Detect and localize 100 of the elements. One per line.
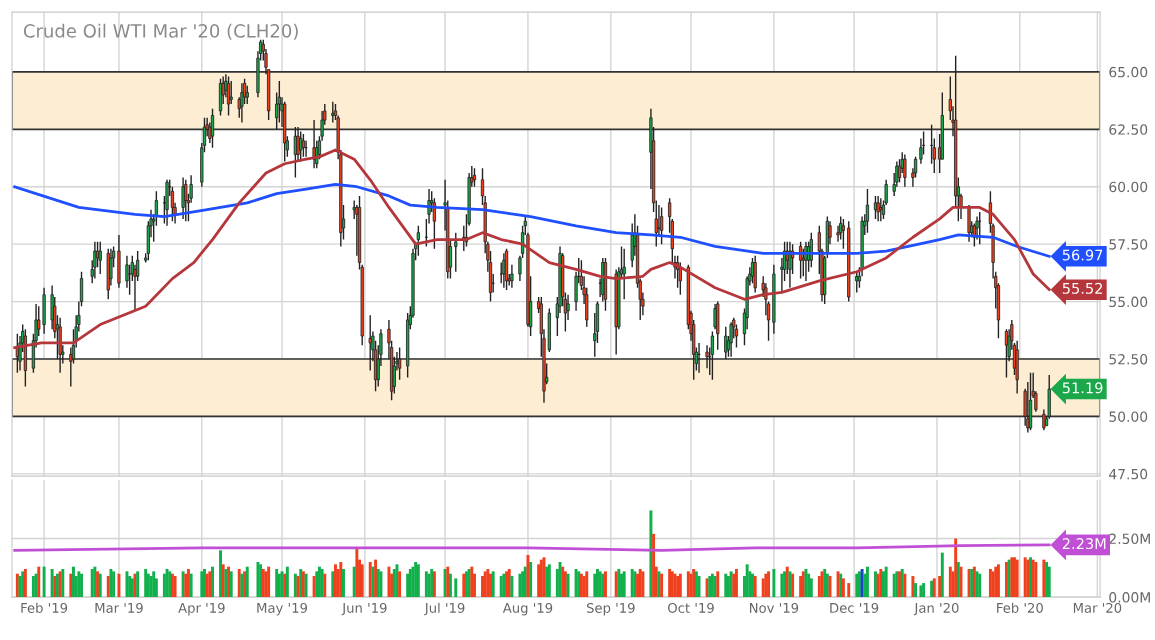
bar bbox=[245, 566, 249, 598]
bar bbox=[371, 566, 375, 598]
bar bbox=[200, 571, 204, 598]
bar bbox=[211, 566, 214, 598]
bar bbox=[561, 566, 565, 598]
bar bbox=[585, 571, 589, 598]
bar bbox=[518, 573, 522, 598]
bar bbox=[956, 561, 960, 598]
bar bbox=[229, 571, 233, 598]
bar bbox=[360, 564, 364, 598]
bar bbox=[219, 550, 222, 598]
x-tick-label: Mar '19 bbox=[95, 602, 143, 613]
y-tick-label: 62.50 bbox=[1109, 124, 1148, 135]
x-tick-label: Nov '19 bbox=[750, 602, 799, 613]
x-tick-label: Jul '19 bbox=[424, 602, 465, 616]
y-tick-label: 57.50 bbox=[1109, 239, 1148, 250]
y-tick-label: 52.50 bbox=[1109, 353, 1148, 365]
bar bbox=[334, 564, 337, 598]
bar bbox=[416, 564, 420, 598]
bar bbox=[622, 571, 626, 598]
bar bbox=[807, 573, 811, 598]
bar bbox=[77, 571, 81, 598]
bar bbox=[911, 576, 915, 598]
bar bbox=[267, 566, 271, 598]
bar bbox=[841, 578, 845, 598]
bar bbox=[256, 561, 260, 598]
x-tick-label: Jan '20 bbox=[913, 602, 959, 616]
bar bbox=[903, 573, 907, 598]
bar bbox=[203, 569, 206, 598]
bar bbox=[152, 571, 156, 598]
y-tick-label: 50.00 bbox=[1109, 411, 1148, 422]
candlestick bbox=[454, 231, 458, 273]
bar bbox=[1015, 559, 1019, 598]
y-tick-label: 47.50 bbox=[1109, 468, 1148, 480]
bar bbox=[448, 573, 452, 598]
bar bbox=[414, 561, 418, 598]
bar bbox=[780, 573, 784, 598]
bar bbox=[919, 585, 923, 598]
bar bbox=[355, 547, 359, 598]
bar bbox=[865, 566, 869, 598]
x-tick-label: Apr '19 bbox=[178, 602, 225, 616]
bar bbox=[144, 569, 148, 598]
x-tick-label: Aug '19 bbox=[502, 602, 553, 616]
x-tick-label: Oct '19 bbox=[668, 602, 714, 613]
y-tick-label: 65.00 bbox=[1109, 66, 1148, 78]
bar bbox=[922, 583, 926, 598]
bar bbox=[342, 569, 345, 598]
x-tick-label: Feb '20 bbox=[997, 602, 1043, 613]
candlestick bbox=[229, 80, 233, 105]
candlestick bbox=[713, 303, 717, 330]
bar bbox=[783, 571, 787, 598]
bar bbox=[387, 566, 391, 598]
data-label: 56.97 bbox=[1062, 249, 1103, 261]
bar bbox=[734, 569, 738, 598]
candlestick bbox=[368, 314, 372, 372]
bar bbox=[162, 573, 166, 598]
bar bbox=[521, 571, 525, 598]
bar bbox=[948, 566, 952, 598]
bar bbox=[526, 554, 530, 598]
candlestick bbox=[502, 252, 506, 289]
bar bbox=[173, 576, 177, 598]
bar bbox=[764, 573, 768, 598]
candlestick bbox=[903, 153, 907, 188]
bar bbox=[938, 576, 942, 598]
bar bbox=[189, 573, 193, 598]
bar bbox=[652, 533, 656, 598]
text: Crude Oil WTI Mar '20 (CLH20) bbox=[23, 23, 298, 40]
bar bbox=[37, 566, 41, 598]
bar bbox=[117, 573, 121, 598]
y-tick-label: 55.00 bbox=[1109, 296, 1148, 308]
bar bbox=[406, 573, 410, 598]
bar bbox=[259, 564, 263, 598]
bar bbox=[1047, 566, 1051, 598]
bar bbox=[809, 578, 813, 598]
x-tick-label: Jun '19 bbox=[341, 602, 387, 616]
x-tick-label: Feb '19 bbox=[21, 602, 68, 613]
bar bbox=[593, 573, 597, 598]
bar bbox=[884, 566, 888, 598]
data-label: 55.52 bbox=[1062, 282, 1103, 294]
bar bbox=[914, 583, 918, 598]
bar bbox=[374, 559, 378, 598]
bar bbox=[678, 573, 682, 598]
x-tick-label: Sep '19 bbox=[586, 602, 635, 616]
annotation: 51.19 bbox=[1062, 382, 1103, 394]
bar bbox=[454, 578, 458, 598]
bar bbox=[323, 573, 327, 598]
bar bbox=[772, 569, 776, 598]
candlestick bbox=[788, 241, 792, 289]
bar bbox=[767, 571, 771, 598]
bar bbox=[125, 571, 129, 598]
candlestick bbox=[876, 195, 880, 222]
bar bbox=[331, 571, 335, 598]
bar bbox=[940, 552, 944, 598]
data-label: 2.23M bbox=[1062, 538, 1106, 550]
bar bbox=[537, 564, 541, 598]
bar bbox=[285, 566, 289, 598]
candlestick bbox=[398, 346, 402, 381]
bar bbox=[80, 573, 83, 598]
bar bbox=[69, 573, 73, 598]
bar bbox=[186, 569, 190, 598]
